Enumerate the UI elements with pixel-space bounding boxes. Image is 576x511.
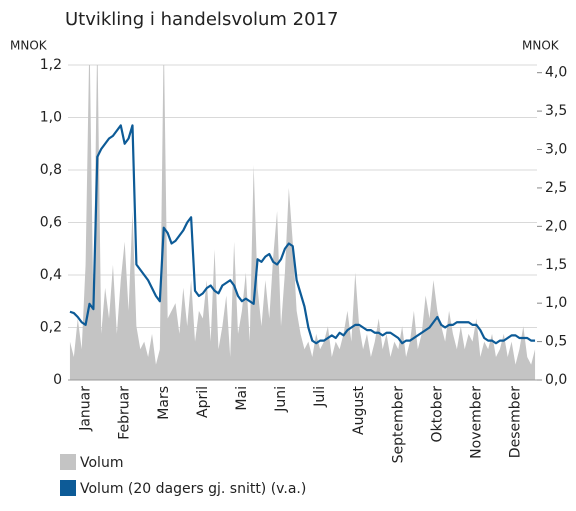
y2-tick-label: 2,0 — [545, 218, 567, 234]
y2-tick-label: 1,5 — [545, 257, 567, 273]
legend-swatch — [60, 454, 76, 470]
volume-area — [69, 65, 536, 380]
x-tick-label: Desember — [508, 386, 524, 458]
chart-title: Utvikling i handelsvolum 2017 — [65, 9, 338, 30]
y-tick-label: 0,8 — [40, 162, 62, 178]
x-tick-label: September — [390, 386, 406, 464]
y-tick-label: 1,2 — [40, 57, 62, 73]
x-tick-label: Januar — [78, 386, 94, 432]
x-tick-label: Februar — [117, 386, 133, 440]
y2-tick-label: 4,0 — [545, 65, 567, 81]
y-tick-label: 0,6 — [40, 215, 62, 231]
y2-tick-label: 3,5 — [545, 103, 567, 119]
x-tick-label: Mars — [156, 386, 172, 420]
x-tick-label: August — [351, 385, 367, 435]
y2-tick-label: 1,0 — [545, 295, 567, 311]
y2-tick-label: 3,0 — [545, 142, 567, 158]
y-tick-label: 1,0 — [40, 110, 62, 126]
x-tick-label: April — [195, 386, 211, 418]
y2-tick-label: 2,5 — [545, 180, 567, 196]
legend-swatch — [60, 480, 76, 496]
y2-axis-label: MNOK — [522, 39, 560, 53]
y-axis-label: MNOK — [10, 39, 48, 53]
y2-tick-label: 0,0 — [545, 372, 567, 388]
legend-label: Volum — [80, 455, 123, 471]
y2-tick-label: 0,5 — [545, 334, 567, 350]
legend-label: Volum (20 dagers gj. snitt) (v.a.) — [80, 481, 306, 497]
x-tick-label: Mai — [234, 386, 250, 411]
y-tick-label: 0,4 — [40, 267, 62, 283]
x-tick-label: Oktober — [429, 386, 445, 443]
average-line — [69, 124, 536, 345]
x-tick-label: Juli — [312, 386, 328, 408]
y-tick-label: 0,2 — [40, 320, 62, 336]
x-tick-label: Juni — [273, 386, 289, 413]
y-tick-label: 0 — [53, 372, 62, 388]
x-tick-label: November — [468, 386, 484, 459]
